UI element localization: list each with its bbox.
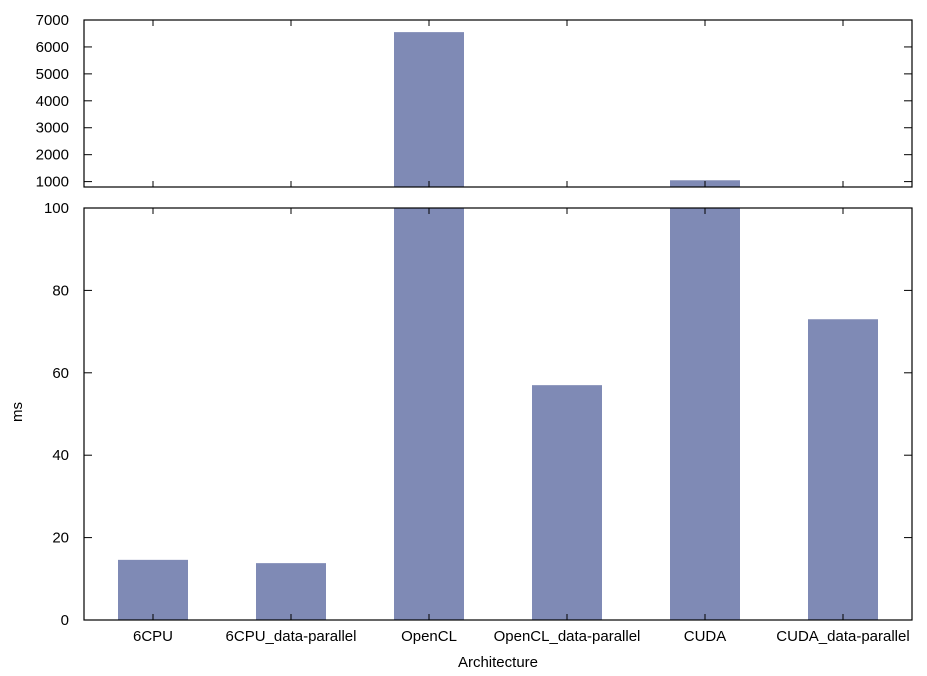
x-tick-label: 6CPU [133,628,173,645]
y-axis-label: ms [9,402,26,422]
y-tick-label: 1000 [36,174,69,191]
y-tick-label: 80 [52,282,69,299]
x-axis-label: Architecture [458,654,538,671]
y-tick-label: 40 [52,447,69,464]
bar-0 [118,559,188,620]
y-tick-label: 4000 [36,93,69,110]
lower-plot-frame [83,207,913,621]
bar-4 [670,208,740,620]
bar-5 [808,319,878,620]
bar-upper-2 [394,32,464,187]
y-tick-label: 60 [52,365,69,382]
y-tick-label: 20 [52,530,69,547]
lower-panel: 0 20 40 60 80 100 6CPU 6CPU_data-parallel OpenC… [44,20,913,645]
y-tick-label: 100 [44,200,69,217]
bar-2 [394,208,464,620]
bar-3 [532,385,602,620]
x-tick-label: CUDA [684,628,727,645]
y-tick-label: 5000 [36,66,69,83]
upper-panel: 1000 2000 3000 4000 5000 6000 7000 [36,12,913,191]
y-tick-label: 6000 [36,39,69,56]
y-tick-label: 7000 [36,12,69,29]
x-tick-label: OpenCL_data-parallel [494,628,641,645]
x-tick-label: CUDA_data-parallel [776,628,909,645]
y-tick-label: 2000 [36,147,69,164]
bar-1 [256,563,326,620]
y-tick-label: 3000 [36,120,69,137]
y-tick-label: 0 [61,612,69,629]
x-tick-label: 6CPU_data-parallel [226,628,357,645]
upper-plot-frame [83,19,913,188]
x-tick-label: OpenCL [401,628,457,645]
